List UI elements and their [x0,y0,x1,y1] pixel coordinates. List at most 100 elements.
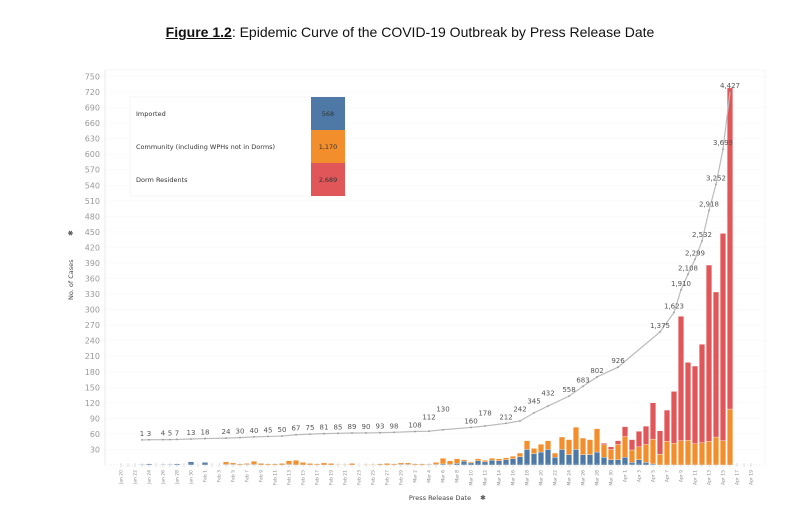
cumulative-label: 212 [499,413,512,421]
cumulative-label: 926 [611,357,625,365]
x-tick-label: Feb 29 [399,470,405,485]
cumulative-label: 3,699 [713,139,733,147]
cumulative-point [204,437,206,440]
x-tick-label: Mar 8 [455,470,461,483]
cumulative-point [253,435,255,438]
x-tick-label: Apr 3 [637,470,643,482]
x-tick-label: Mar 28 [595,470,601,486]
cumulative-label: 802 [590,367,603,375]
y-tick-label: 360 [85,275,100,284]
x-tick-label: Mar 16 [511,470,517,486]
y-tick-label: 60 [90,430,100,439]
y-tick-label: 300 [85,306,100,315]
cumulative-label: 1,375 [650,322,670,330]
x-tick-label: Mar 18 [525,470,531,486]
x-axis-pin-icon[interactable]: ✱ [480,494,486,502]
x-tick-label: Feb 15 [301,470,307,485]
x-tick-label: Feb 1 [203,470,209,482]
cumulative-point [295,433,297,436]
cumulative-label: 50 [278,426,287,434]
bar-segment [482,460,488,463]
x-tick-label: Feb 17 [315,470,321,485]
legend-swatch [311,163,345,196]
cumulative-point [617,366,619,369]
y-tick-label: 510 [85,197,100,206]
bar-segment [643,425,649,445]
y-axis-pin-icon[interactable]: ✱ [67,230,75,236]
x-tick-label: Mar 6 [441,470,447,483]
cumulative-point [596,376,598,378]
cumulative-label: 4,427 [720,82,740,90]
bar-segment [678,316,684,441]
cumulative-label: 89 [348,423,357,431]
bar-segment [545,449,551,466]
legend-label: Dorm Residents [136,176,188,184]
bar-segment [559,436,565,450]
y-axis-label: No. of Cases [67,259,75,300]
x-tick-label: Apr 1 [623,470,629,482]
x-tick-label: Feb 3 [217,470,223,482]
cumulative-label: 18 [201,429,210,437]
bars [139,87,733,466]
x-tick-label: Mar 26 [581,470,587,486]
cumulative-label: 2,918 [699,201,719,209]
legend-total: 2,689 [319,176,338,184]
bar-segment [573,427,579,450]
bar-segment [685,439,691,466]
y-tick-label: 750 [85,73,100,82]
cumulative-point [323,432,325,435]
y-tick-label: 630 [85,135,100,144]
cumulative-point [722,148,724,151]
bar-segment [699,442,705,466]
y-tick-label: 690 [85,104,100,113]
cumulative-point [701,240,703,242]
bar-segment [580,437,586,455]
cumulative-label: 108 [408,422,421,430]
x-axis-label: Press Release Date [409,494,471,502]
cumulative-label: 3 [147,430,151,438]
x-tick-label: Feb 25 [371,470,377,485]
cumulative-label: 1 [140,430,144,438]
bar-segment [692,365,698,444]
cumulative-point [568,395,570,398]
bar-segment [636,431,642,448]
bar-segment [629,449,635,463]
x-tick-label: Mar 12 [483,470,489,486]
x-tick-label: Apr 17 [735,470,741,485]
bar-segment [510,456,516,459]
cumulative-label: 13 [187,429,196,437]
bar-segment [699,344,705,443]
y-tick-label: 480 [85,212,100,221]
cumulative-point [176,438,178,441]
bar-segment [720,233,726,441]
bar-segment [517,452,523,457]
bar-segment [524,440,530,450]
x-tick-label: Jan 24 [147,470,153,485]
x-tick-label: Jan 30 [189,470,195,485]
bar-segment [671,443,677,466]
cumulative-point [225,437,227,440]
y-tick-label: 330 [85,290,100,299]
y-axis-ticks: 30 60 90 120 150 180 210 240 270 300 330 360 390 420 4… [85,73,100,455]
cumulative-label: 2,108 [678,264,698,272]
legend: Imported 568 Community (including WPHs not… [129,96,346,197]
legend-swatch [311,130,345,163]
legend-total: 568 [322,110,334,118]
cumulative-label: 2,299 [685,249,705,257]
cumulative-point [162,438,164,441]
cumulative-point [680,288,682,291]
y-tick-label: 570 [85,166,100,175]
x-tick-label: Jan 20 [119,470,125,485]
cumulative-label: 5 [168,430,172,438]
legend-swatch [311,97,345,130]
x-tick-label: Feb 5 [231,470,237,482]
x-tick-label: Jan 26 [161,470,167,485]
y-tick-label: 210 [85,352,100,361]
cumulative-label: 30 [236,428,245,436]
cumulative-point [190,438,192,440]
legend-box [129,96,346,197]
cumulative-point [414,430,416,433]
y-tick-label: 720 [85,88,100,97]
bar-segment [685,362,691,441]
y-tick-label: 450 [85,228,100,237]
